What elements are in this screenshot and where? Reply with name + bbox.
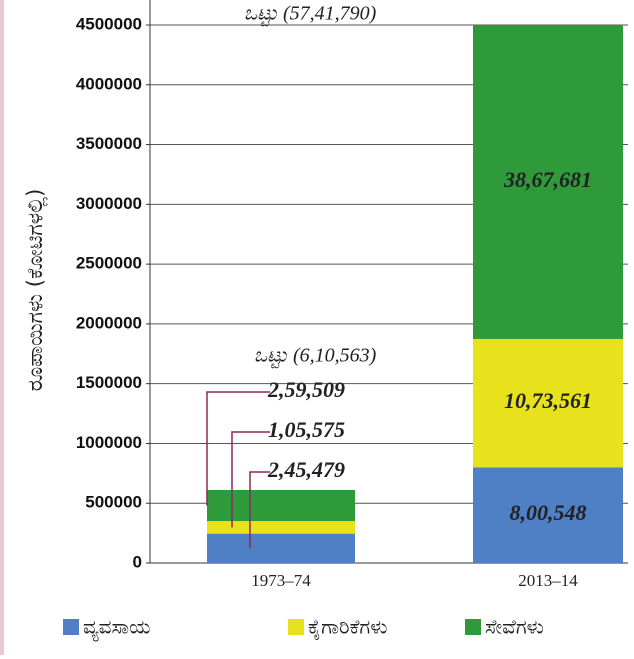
y-tick-label: 3500000 [76, 134, 142, 153]
bar-segment [207, 521, 355, 534]
y-tick-label: 2500000 [76, 254, 142, 273]
leader-line [249, 471, 270, 549]
legend-swatch [288, 619, 304, 635]
y-tick-label: 4500000 [76, 14, 142, 33]
labels: 1973–74 2,45,479 1,05,575 2,59,509 ಒಟ್ಟು (6,… [63, 3, 592, 642]
y-tick-label: 500000 [85, 493, 142, 512]
bars [207, 25, 623, 563]
y-tick-label: 4000000 [76, 74, 142, 93]
value-label: 2,59,509 [267, 377, 345, 402]
y-axis-label: ರೂಪಾಯಿಗಳು (ಕೋಟಿಗಳಲ್ಲಿ) [23, 189, 48, 392]
y-tick-label: 0 [133, 552, 142, 571]
value-label: 38,67,681 [503, 167, 592, 192]
y-tick-label: 3000000 [76, 194, 142, 213]
annotation: ಒಟ್ಟು (6,10,563) [254, 345, 377, 369]
value-label: 8,00,548 [510, 500, 587, 525]
legend-swatch [465, 619, 481, 635]
annotation: ಒಟ್ಟು (57,41,790) [244, 3, 377, 27]
legend-label: ಕೈಗಾರಿಕೆಗಳು [308, 615, 387, 641]
y-tick-label: 1500000 [76, 373, 142, 392]
grid: 0 500000 1000000 1500000 2000000 2500000 30000… [76, 0, 628, 571]
bar-segment [473, 25, 623, 339]
x-tick-label: 1973–74 [251, 571, 311, 590]
legend-label: ಸೇವೆಗಳು [485, 615, 544, 639]
leader-line [206, 391, 270, 506]
value-label: 10,73,561 [504, 388, 592, 413]
y-tick-label: 2000000 [76, 313, 142, 332]
value-label: 2,45,479 [267, 457, 345, 482]
value-label: 1,05,575 [268, 417, 345, 442]
x-tick-label: 2013–14 [518, 571, 578, 590]
legend-swatch [63, 619, 79, 635]
bar-segment [207, 533, 355, 563]
bar-segment [473, 338, 623, 468]
y-tick-label: 1000000 [76, 433, 142, 452]
border [0, 0, 4, 655]
leader-line [231, 431, 270, 528]
bar-segment [207, 490, 355, 522]
legend-label: ವ್ಯವಸಾಯ [83, 615, 151, 642]
bar-segment [473, 467, 623, 563]
